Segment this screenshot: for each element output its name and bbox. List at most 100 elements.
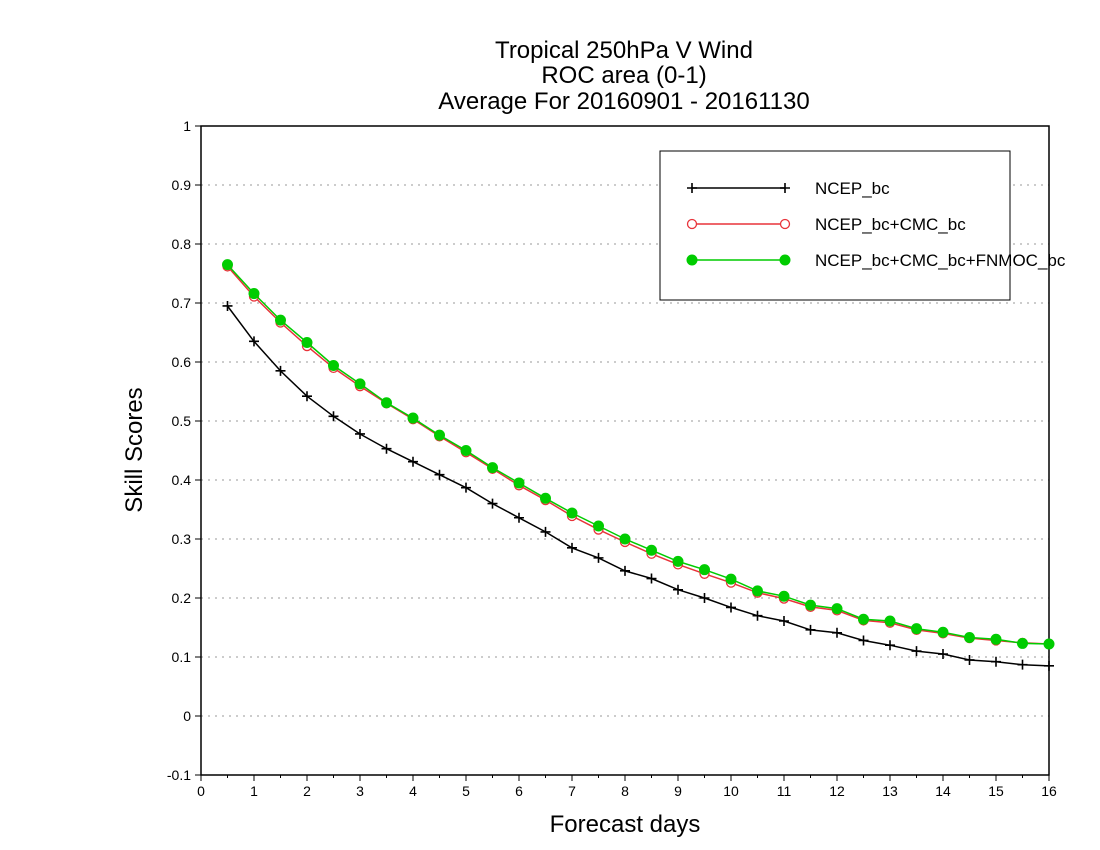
data-point (460, 445, 472, 456)
y-tick-label: 0.2 (172, 590, 192, 606)
x-tick-label: 7 (568, 783, 576, 799)
data-point (1017, 637, 1028, 649)
data-point (726, 602, 736, 613)
x-tick-label: 0 (197, 783, 205, 799)
legend-item: NCEP_bc (687, 179, 890, 198)
data-point (991, 656, 1001, 667)
data-point (302, 391, 312, 402)
legend-label: NCEP_bc (815, 179, 890, 198)
data-point (646, 573, 657, 584)
data-point (566, 507, 578, 519)
y-tick-label: 0.7 (172, 295, 192, 311)
x-tick-label: 4 (409, 783, 417, 799)
legend-marker (686, 218, 698, 230)
data-point (222, 259, 233, 271)
data-point (911, 646, 922, 657)
chart-title-line-1: Tropical 250hPa V Wind (495, 37, 753, 64)
chart-title-line-2: ROC area (0-1) (541, 62, 706, 89)
x-tick-label: 5 (462, 783, 470, 799)
data-point (407, 412, 419, 424)
legend-marker (780, 183, 790, 193)
data-point (381, 443, 392, 454)
data-point (964, 654, 975, 665)
data-point (434, 429, 445, 441)
data-point (990, 633, 1002, 645)
x-tick-label: 11 (777, 783, 792, 799)
data-point (248, 288, 260, 300)
y-tick-label: -0.1 (167, 767, 191, 783)
data-point (672, 555, 684, 567)
data-point (619, 533, 631, 545)
x-tick-label: 10 (723, 783, 739, 799)
data-point (725, 573, 737, 585)
data-point (858, 635, 869, 646)
data-point (1043, 638, 1055, 650)
y-tick-label: 0.9 (172, 177, 192, 193)
data-point (434, 469, 445, 480)
data-point (1017, 659, 1028, 670)
legend-marker (779, 218, 791, 230)
data-point (1044, 660, 1054, 671)
data-point (513, 477, 525, 489)
data-point (593, 520, 604, 532)
grid-layer (201, 184, 1049, 717)
x-tick-label: 14 (935, 783, 951, 799)
data-point (487, 462, 498, 474)
data-point (832, 627, 842, 638)
x-tick-label: 3 (356, 783, 364, 799)
data-point (408, 456, 418, 467)
legend-box (659, 150, 1011, 301)
y-tick-label: 0.4 (172, 472, 192, 488)
x-axis-label: Forecast days (550, 811, 701, 838)
series-line (226, 305, 1050, 667)
data-point (620, 565, 630, 576)
legend-marker (687, 183, 697, 193)
data-point (805, 624, 816, 635)
data-point (487, 498, 498, 509)
x-tick-label: 1 (250, 783, 258, 799)
data-point (461, 482, 471, 493)
data-point (699, 564, 710, 576)
data-point (514, 512, 524, 523)
data-point (381, 397, 392, 409)
data-point (831, 603, 843, 615)
y-tick-label: 1 (183, 118, 191, 134)
data-point (752, 610, 763, 621)
data-point (779, 616, 789, 627)
x-tick-label: 16 (1041, 783, 1057, 799)
data-point (249, 336, 259, 347)
legend-label: NCEP_bc+CMC_bc (815, 215, 966, 234)
legend: NCEP_bc NCEP_bc+CMC_bc NCEP_bc+CMC_bc+FNMO… (659, 150, 1066, 301)
data-point (646, 544, 657, 556)
data-point (301, 337, 313, 349)
data-point (858, 613, 869, 625)
x-tick-label: 12 (829, 783, 845, 799)
legend-label: NCEP_bc+CMC_bc+FNMOC_bc (815, 251, 1066, 270)
data-point (938, 649, 948, 660)
data-point (355, 428, 365, 439)
data-point (964, 632, 975, 644)
data-point (884, 615, 896, 627)
data-point (911, 623, 922, 635)
data-point (540, 526, 551, 537)
data-point (328, 411, 339, 422)
data-point (805, 599, 816, 611)
data-point (752, 585, 763, 597)
data-point (673, 584, 683, 595)
y-axis-label: Skill Scores (121, 387, 148, 512)
legend-item: NCEP_bc+CMC_bc (686, 215, 966, 234)
data-point (885, 640, 895, 651)
y-tick-label: 0.6 (172, 354, 192, 370)
data-point (222, 300, 233, 311)
series-layer (222, 259, 1055, 671)
legend-marker (686, 254, 698, 266)
y-tick-label: 0.3 (172, 531, 192, 547)
series-1 (222, 300, 1054, 671)
data-point (328, 360, 339, 372)
data-point (699, 593, 710, 603)
data-point (275, 365, 286, 376)
x-tick-label: 8 (621, 783, 629, 799)
y-tick-label: 0 (183, 708, 191, 724)
data-point (540, 492, 551, 504)
